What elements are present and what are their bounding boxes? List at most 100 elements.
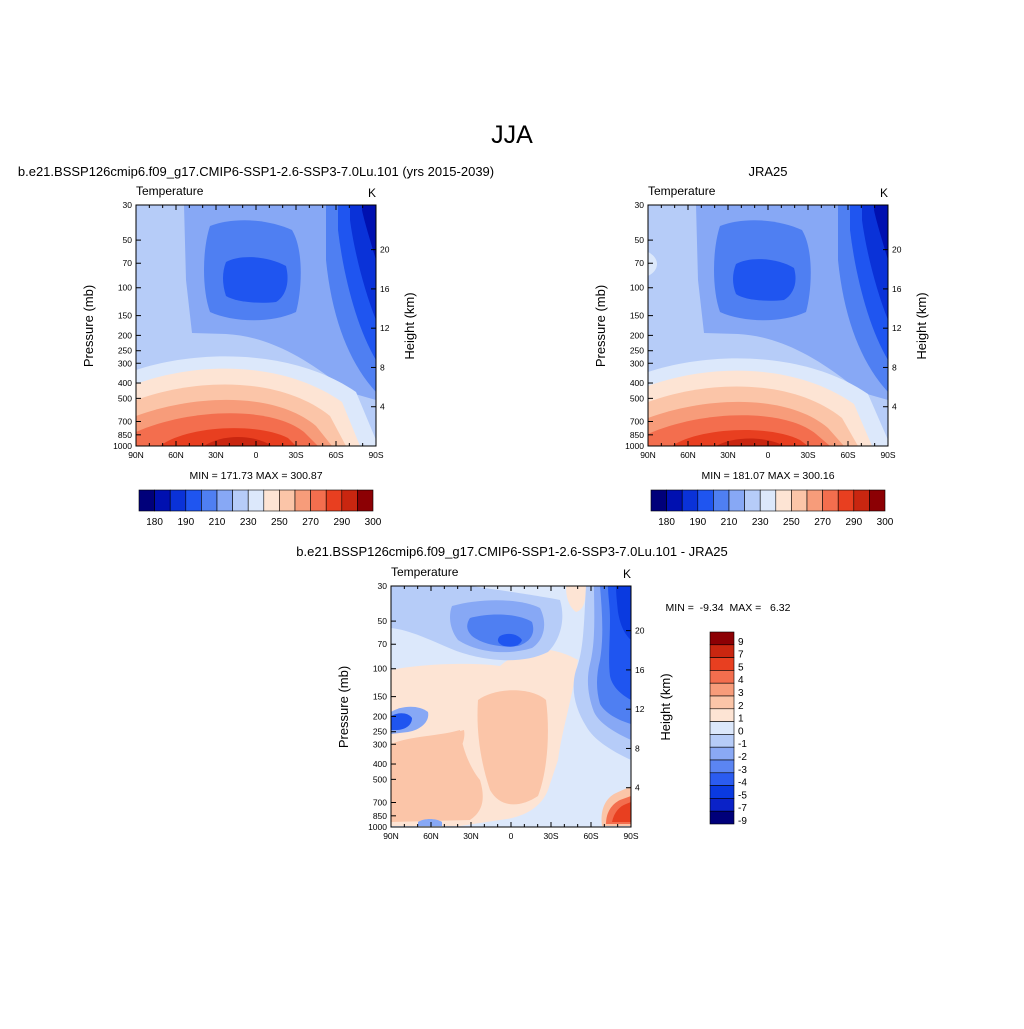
colorbar-swatch bbox=[169, 489, 187, 512]
colorbar-swatch bbox=[201, 489, 218, 512]
contour-band-180 bbox=[874, 205, 888, 260]
colorbar-swatch bbox=[709, 644, 735, 658]
y-tick-label: 200 bbox=[630, 330, 644, 340]
colorbar-swatch bbox=[728, 489, 745, 512]
y2-tick-label: 20 bbox=[380, 245, 390, 255]
contour-band-neg35-left bbox=[391, 713, 412, 730]
x-tick-label: 0 bbox=[766, 450, 771, 460]
colorbar-swatch bbox=[709, 695, 735, 710]
panel-difference: b.e21.BSSP126cmip6.f09_g17.CMIP6-SSP1-2.… bbox=[296, 544, 790, 841]
colorbar: 180 190 210 230 250 270 290 300 bbox=[138, 489, 382, 528]
x-tick-label: 90S bbox=[623, 831, 638, 841]
colorbar-label: -1 bbox=[738, 739, 747, 750]
colorbar-swatch bbox=[709, 798, 735, 812]
x-tick-label: 30S bbox=[543, 831, 558, 841]
colorbar-label: 210 bbox=[209, 517, 226, 528]
colorbar-label: -9 bbox=[738, 816, 747, 827]
x-tick-label: 90S bbox=[880, 450, 895, 460]
colorbar-label: 210 bbox=[721, 517, 738, 528]
y-axis-label: Pressure (mb) bbox=[81, 285, 96, 367]
y2-tick-label: 4 bbox=[380, 402, 385, 412]
x-tick-label: 90S bbox=[368, 450, 383, 460]
colorbar-swatch bbox=[357, 489, 374, 512]
min-max-stats: MIN = -9.34 MAX = 6.32 bbox=[666, 602, 791, 614]
y2-tick-label: 12 bbox=[635, 704, 645, 714]
y-tick-label: 400 bbox=[118, 378, 132, 388]
panel-title: b.e21.BSSP126cmip6.f09_g17.CMIP6-SSP1-2.… bbox=[18, 164, 494, 179]
contour-band-195b bbox=[733, 259, 796, 301]
colorbar-swatch bbox=[759, 489, 777, 512]
colorbar-swatch bbox=[709, 785, 735, 799]
y2-axis-label: Height (km) bbox=[914, 292, 929, 359]
colorbar-label: 180 bbox=[658, 517, 675, 528]
colorbar-swatch bbox=[650, 489, 667, 512]
colorbar-label: 3 bbox=[738, 688, 744, 699]
y-axis-label: Pressure (mb) bbox=[593, 285, 608, 367]
colorbar-swatch bbox=[791, 489, 808, 512]
y-tick-label: 70 bbox=[123, 258, 133, 268]
axes: 90N 60N 30N 0 30S 60S 90S 30 50 70 100 150 200 250 300… bbox=[368, 581, 645, 841]
colorbar-swatch bbox=[744, 489, 761, 512]
panel-title: b.e21.BSSP126cmip6.f09_g17.CMIP6-SSP1-2.… bbox=[296, 544, 727, 559]
y-tick-label: 300 bbox=[373, 739, 387, 749]
min-max-stats: MIN = 181.07 MAX = 300.16 bbox=[701, 470, 834, 482]
contour-band-pos05-top bbox=[566, 586, 586, 612]
y2-tick-label: 8 bbox=[380, 362, 385, 372]
y-tick-label: 1000 bbox=[625, 441, 644, 451]
contour-field bbox=[391, 586, 631, 827]
colorbar-label: 250 bbox=[271, 517, 288, 528]
y2-tick-label: 20 bbox=[635, 626, 645, 636]
x-tick-label: 60S bbox=[583, 831, 598, 841]
units-label: K bbox=[623, 567, 631, 581]
colorbar-label: 300 bbox=[877, 517, 894, 528]
colorbar-label: 7 bbox=[738, 650, 744, 661]
y-tick-label: 300 bbox=[118, 358, 132, 368]
colorbar-swatch bbox=[709, 734, 735, 748]
y2-tick-label: 16 bbox=[635, 665, 645, 675]
y-tick-label: 30 bbox=[378, 581, 388, 591]
y-tick-label: 150 bbox=[118, 311, 132, 321]
y-tick-label: 50 bbox=[635, 235, 645, 245]
colorbar-label: 230 bbox=[240, 517, 257, 528]
colorbar-swatch bbox=[232, 489, 249, 512]
colorbar-label: 2 bbox=[738, 701, 744, 712]
x-tick-label: 30N bbox=[208, 450, 224, 460]
y-tick-label: 700 bbox=[630, 416, 644, 426]
colorbar: 180 190 210 230 250 270 290 300 bbox=[650, 489, 894, 528]
y-tick-label: 700 bbox=[118, 416, 132, 426]
contour-band-pos5-bottomright bbox=[612, 802, 631, 822]
colorbar-label: 5 bbox=[738, 662, 744, 673]
colorbar-swatch bbox=[279, 489, 296, 512]
colorbar: 9 75 4 3 2 10 -1 -2 -3 -4-5 -7 -9 bbox=[709, 631, 747, 827]
variable-label: Temperature bbox=[648, 184, 716, 198]
colorbar-swatch bbox=[263, 489, 280, 512]
colorbar-swatch bbox=[185, 489, 202, 512]
contour-band-180 bbox=[362, 205, 376, 260]
panel-reanalysis: JRA25 Temperature K 90N 60N 30N 0 30S 60S 90S 3… bbox=[593, 164, 929, 528]
colorbar-swatch bbox=[709, 772, 735, 786]
colorbar-label: 290 bbox=[333, 517, 350, 528]
figure-title: JJA bbox=[491, 121, 533, 149]
y-tick-label: 50 bbox=[378, 616, 388, 626]
colorbar-label: 0 bbox=[738, 726, 744, 737]
colorbar-label: -7 bbox=[738, 803, 747, 814]
y-tick-label: 250 bbox=[118, 346, 132, 356]
y2-tick-label: 4 bbox=[635, 783, 640, 793]
colorbar-swatch bbox=[709, 670, 735, 684]
colorbar-swatch bbox=[341, 489, 358, 512]
y-tick-label: 100 bbox=[630, 283, 644, 293]
y-tick-label: 700 bbox=[373, 797, 387, 807]
colorbar-label: 190 bbox=[177, 517, 194, 528]
colorbar-label: 190 bbox=[689, 517, 706, 528]
contour-band-neg6-right bbox=[616, 586, 631, 640]
y-tick-label: 200 bbox=[118, 330, 132, 340]
colorbar-label: 1 bbox=[738, 714, 744, 725]
colorbar-swatch bbox=[869, 489, 886, 512]
colorbar-label: -5 bbox=[738, 790, 747, 801]
y-tick-label: 850 bbox=[118, 430, 132, 440]
y-tick-label: 850 bbox=[630, 430, 644, 440]
y-tick-label: 1000 bbox=[113, 441, 132, 451]
colorbar-label: -4 bbox=[738, 778, 747, 789]
colorbar-swatch bbox=[697, 489, 714, 512]
